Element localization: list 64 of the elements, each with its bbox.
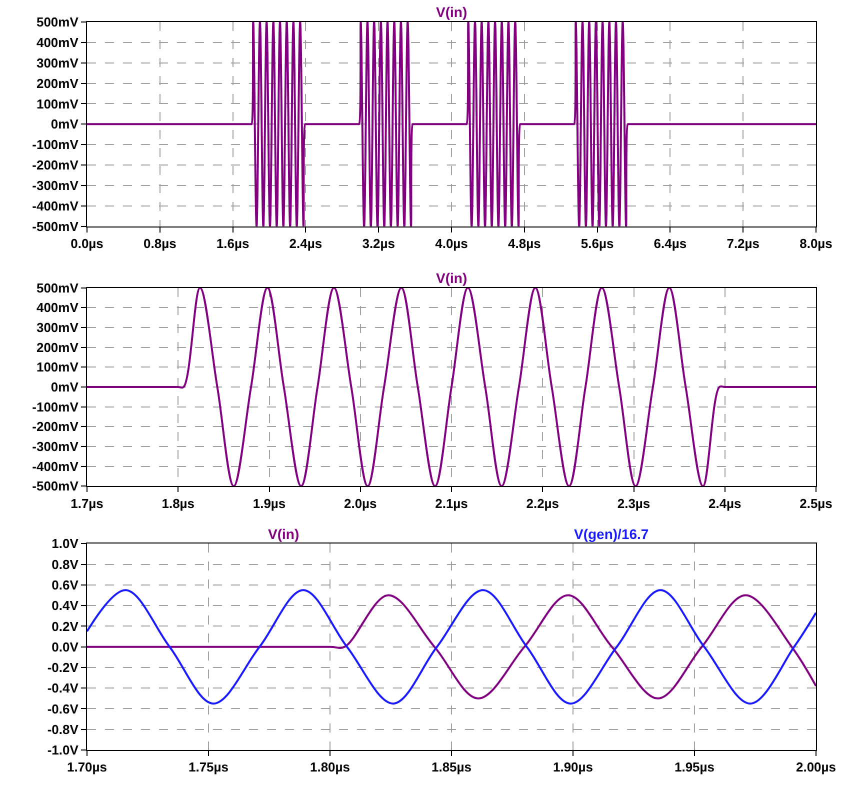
y-tick-label: 400mV [36,34,79,50]
y-tick-label: 200mV [36,340,79,355]
y-tick-label: 400mV [36,300,79,316]
x-tick-label: 1.6µs [216,236,250,251]
series-label: V(in) [436,270,468,286]
x-tick-label: 1.75µs [188,760,229,775]
y-tick-label: -300mV [32,178,79,194]
y-tick-label: -100mV [32,399,79,414]
x-tick-label: 2.4µs [708,496,742,511]
y-tick-label: 0mV [50,380,79,395]
x-tick-label: 2.00µs [796,760,836,775]
y-tick-label: 0.2V [52,618,79,634]
x-tick-label: 2.0µs [344,496,377,511]
y-tick-label: 0mV [50,116,79,132]
y-tick-label: -0.6V [47,701,79,716]
y-tick-label: -0.4V [47,680,79,696]
x-tick-label: 0.8µs [144,236,176,251]
y-tick-label: 300mV [36,320,79,336]
x-tick-label: 1.7µs [70,496,104,511]
y-tick-label: 0.8V [52,556,79,572]
y-tick-label: 100mV [36,360,79,375]
x-tick-label: 1.70µs [66,760,108,775]
text: V(gen)/16.7 [574,526,649,542]
x-tick-label: 1.80µs [310,760,350,775]
y-tick-label: -0.2V [47,660,79,676]
y-tick-label: -300mV [32,439,79,454]
y-tick-label: 1.0V [52,536,79,552]
y-tick-label: -100mV [32,137,79,152]
y-tick-label: 0.4V [52,598,79,614]
y-tick-label: -500mV [32,478,79,494]
x-tick-label: 1.9µs [252,496,286,511]
x-tick-label: 0.0µs [70,236,104,251]
series-label: V(in) [436,4,468,20]
x-tick-label: 5.6µs [580,236,614,251]
y-tick-label: 100mV [36,96,79,112]
y-tick-label: -200mV [32,419,79,434]
x-tick-label: 1.85µs [431,760,472,775]
text: V(in) [268,526,300,542]
y-tick-label: -200mV [32,158,79,173]
y-tick-label: -1.0V [47,742,79,758]
x-tick-label: 2.1µs [435,496,468,511]
x-tick-label: 1.90µs [552,760,594,775]
x-tick-label: 8.0µs [800,236,832,251]
x-tick-label: 2.3µs [617,496,650,511]
y-tick-label: 300mV [36,55,79,70]
y-tick-label: -400mV [32,198,79,214]
y-tick-label: -400mV [32,458,79,474]
y-tick-label: 500mV [36,280,79,296]
y-tick-label: 0.0V [52,639,79,654]
x-tick-label: 3.2µs [362,236,395,251]
y-tick-label: 0.6V [52,577,79,592]
x-tick-label: 6.4µs [654,236,687,251]
x-tick-label: 4.0µs [435,236,468,251]
x-tick-label: 2.4µs [289,236,322,251]
x-tick-label: 4.8µs [508,236,541,251]
y-tick-label: 500mV [36,14,79,30]
x-tick-label: 7.2µs [726,236,760,251]
y-tick-label: -0.8V [47,722,79,737]
x-tick-label: 2.5µs [800,496,832,511]
x-tick-label: 2.2µs [526,496,560,511]
y-tick-label: 200mV [36,76,79,91]
y-tick-label: -500mV [32,218,79,234]
x-tick-label: 1.95µs [674,760,715,775]
x-tick-label: 1.8µs [162,496,195,511]
